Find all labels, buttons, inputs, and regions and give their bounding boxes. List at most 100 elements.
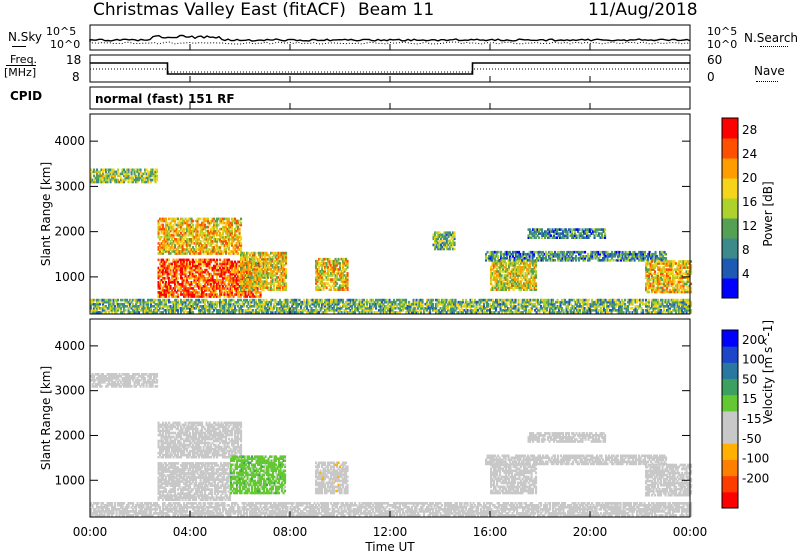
scatter-cell-3 <box>285 251 288 255</box>
scatter-cell-2 <box>231 276 234 280</box>
scatter-cell-2 <box>187 262 190 266</box>
scatter-cell-2 <box>237 276 240 280</box>
scatter-cell-3 <box>285 276 288 279</box>
scatter-cell-1 <box>165 244 168 247</box>
scatter-cell-3 <box>282 286 285 289</box>
scatter-cell-2 <box>183 293 186 296</box>
scatter-cell-2 <box>160 260 163 264</box>
scatter-cell-1 <box>184 248 187 251</box>
scatter-cell-2 <box>193 262 196 266</box>
scatter-cell-3 <box>270 270 273 273</box>
scatter-cell-0 <box>105 172 108 176</box>
scatter-cell-2 <box>199 276 202 280</box>
scatter-cell-1 <box>187 223 190 227</box>
scatter-cell-0 <box>114 176 117 180</box>
scatter-cell-2 <box>258 264 261 268</box>
scatter-cell-1 <box>235 229 238 233</box>
scatter-cell-1 <box>229 250 232 253</box>
scatter-cell-2 <box>174 272 177 276</box>
scatter-cell-0 <box>132 180 135 184</box>
scatter-cell-0 <box>145 180 148 184</box>
scatter-cell-3 <box>249 266 252 269</box>
scatter-cell-2 <box>231 281 234 284</box>
scatter-cell-0 <box>153 170 156 174</box>
scatter-cell-3 <box>253 288 256 291</box>
scatter-cell-2 <box>220 285 223 288</box>
scatter-cell-1 <box>207 240 210 243</box>
scatter-cell-2 <box>204 262 207 266</box>
scatter-cell-3 <box>250 251 253 255</box>
scatter-cell-1 <box>160 229 163 233</box>
scatter-cell-4 <box>316 288 319 291</box>
scatter-cell-1 <box>235 233 238 237</box>
scatter-cell-8 <box>654 250 657 254</box>
scatter-cell-1 <box>235 223 238 227</box>
scatter-cell-3 <box>252 253 255 257</box>
scatter-cell-3 <box>282 288 285 291</box>
scatter-cell-1 <box>226 217 229 221</box>
scatter-cell-2 <box>220 272 223 276</box>
scatter-cell-3 <box>253 282 256 285</box>
scatter-cell-1 <box>180 221 183 225</box>
scatter-cell-1 <box>201 221 204 225</box>
scatter-cell-1 <box>225 221 228 225</box>
scatter-cell-2 <box>210 291 213 294</box>
scatter-cell-2 <box>234 285 237 288</box>
scatter-cell-1 <box>159 217 162 221</box>
scatter-cell-1 <box>166 221 169 225</box>
scatter-cell-3 <box>261 276 264 279</box>
scatter-cell-1 <box>219 227 222 231</box>
scatter-cell-3 <box>273 268 276 271</box>
scatter-cell-3 <box>276 288 279 291</box>
scatter-cell-0 <box>141 178 144 182</box>
scatter-cell-1 <box>225 240 228 243</box>
scatter-cell-1 <box>169 242 172 245</box>
scatter-cell-3 <box>246 251 249 255</box>
scatter-cell-0 <box>117 174 120 178</box>
scatter-cell-3 <box>250 282 253 285</box>
scatter-cell-3 <box>250 278 253 281</box>
scatter-cell-2 <box>232 281 235 284</box>
scatter-cell-2 <box>169 287 172 290</box>
scatter-cell-2 <box>211 295 214 298</box>
scatter-cell-2 <box>193 266 196 270</box>
scatter-cell-1 <box>180 252 183 255</box>
scatter-cell-3 <box>277 282 280 285</box>
scatter-cell-3 <box>267 288 270 291</box>
scatter-cell-2 <box>205 289 208 292</box>
scatter-cell-3 <box>270 276 273 279</box>
scatter-cell-2 <box>166 276 169 280</box>
scatter-cell-2 <box>235 266 238 270</box>
scatter-cell-1 <box>234 217 237 221</box>
scatter-cell-1 <box>183 238 186 241</box>
scatter-cell-3 <box>274 268 277 271</box>
scatter-cell-1 <box>192 252 195 255</box>
scatter-cell-1 <box>237 221 240 225</box>
scatter-cell-2 <box>208 289 211 292</box>
scatter-cell-1 <box>157 252 160 255</box>
scatter-cell-2 <box>247 291 250 294</box>
scatter-cell-2 <box>229 274 232 278</box>
scatter-cell-3 <box>256 264 259 267</box>
scatter-cell-3 <box>240 282 243 285</box>
scatter-cell-3 <box>261 268 264 271</box>
scatter-cell-1 <box>223 240 226 243</box>
scatter-cell-3 <box>259 259 262 263</box>
scatter-cell-3 <box>253 274 256 277</box>
scatter-cell-3 <box>265 270 268 273</box>
scatter-cell-2 <box>208 262 211 266</box>
scatter-cell-4 <box>315 268 318 271</box>
scatter-cell-2 <box>202 293 205 296</box>
scatter-cell-3 <box>271 257 274 261</box>
scatter-cell-2 <box>232 272 235 276</box>
scatter-cell-1 <box>190 242 193 245</box>
scatter-cell-2 <box>229 281 232 284</box>
scatter-cell-1 <box>180 223 183 227</box>
scatter-cell-2 <box>240 293 243 296</box>
scatter-cell-3 <box>267 274 270 277</box>
scatter-cell-2 <box>217 270 220 274</box>
scatter-cell-1 <box>172 235 175 239</box>
scatter-cell-3 <box>253 268 256 271</box>
scatter-cell-0 <box>136 170 139 174</box>
scatter-cell-3 <box>283 280 286 283</box>
